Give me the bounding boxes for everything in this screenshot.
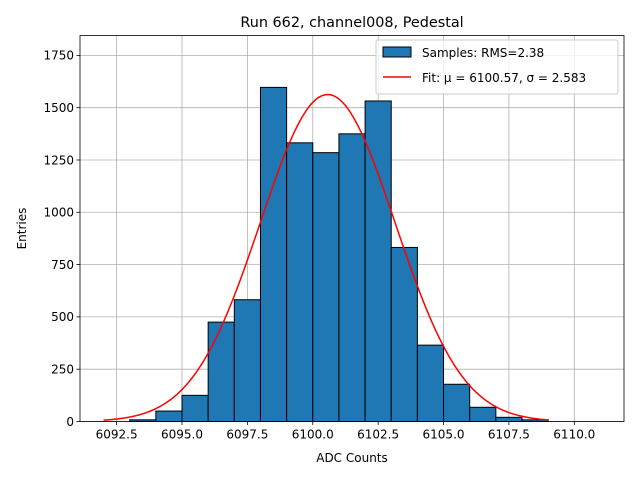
histogram-bar-8 [338,133,366,422]
y-tick-label-7: 1750 [43,49,74,63]
histogram-bar-5 [259,86,288,422]
y-tick-label-4: 1000 [43,206,74,220]
y-tick-label-5: 1250 [43,153,74,167]
y-tick-label-1: 250 [51,362,74,376]
x-axis: 6092.5 6095.0 6097.5 6100.0 6102.5 6105.0 6107… [96,421,595,442]
legend-label-samples: Samples: RMS=2.38 [422,46,544,60]
x-tick-label-0: 6092.5 [96,428,138,442]
legend: Samples: RMS=2.38 Fit: μ = 6100.57, σ = … [375,39,619,95]
histogram-bar-4 [233,299,261,422]
histogram-bar-11 [416,344,445,423]
y-tick-label-6: 1500 [43,101,74,115]
histogram-bar-3 [207,321,235,422]
histogram-bar-14 [495,416,523,422]
histogram-bar-1 [155,410,183,423]
y-tick-label-0: 0 [66,415,74,429]
histogram-bar-2 [181,394,209,422]
x-tick-label-2: 6097.5 [226,428,268,442]
x-tick-label-4: 6102.5 [357,428,399,442]
y-axis: 0 250 500 750 1000 1250 1500 1750 [43,49,80,429]
plot-frame [79,35,625,422]
chart-title: Run 662, channel008, Pedestal [240,15,463,31]
histogram-bar-6 [286,142,314,422]
y-tick-label-2: 500 [51,310,74,324]
x-axis-label: ADC Counts [316,451,388,465]
x-tick-label-3: 6100.0 [292,428,334,442]
x-tick-label-6: 6107.5 [488,428,530,442]
legend-label-fit: Fit: μ = 6100.57, σ = 2.583 [422,71,586,85]
histogram-bar-7 [312,152,340,423]
x-tick-label-5: 6105.0 [423,428,465,442]
x-tick-label-7: 6110.0 [553,428,595,442]
histogram-bars [129,86,549,423]
x-tick-label-1: 6095.0 [161,428,203,442]
y-tick-label-3: 750 [51,258,74,272]
fit-curve [103,93,549,421]
histogram-bar-12 [443,383,471,422]
y-axis-label: Entries [15,208,29,250]
legend-swatch-samples [382,46,412,58]
legend-frame [375,39,619,95]
histogram-bar-13 [469,406,497,422]
